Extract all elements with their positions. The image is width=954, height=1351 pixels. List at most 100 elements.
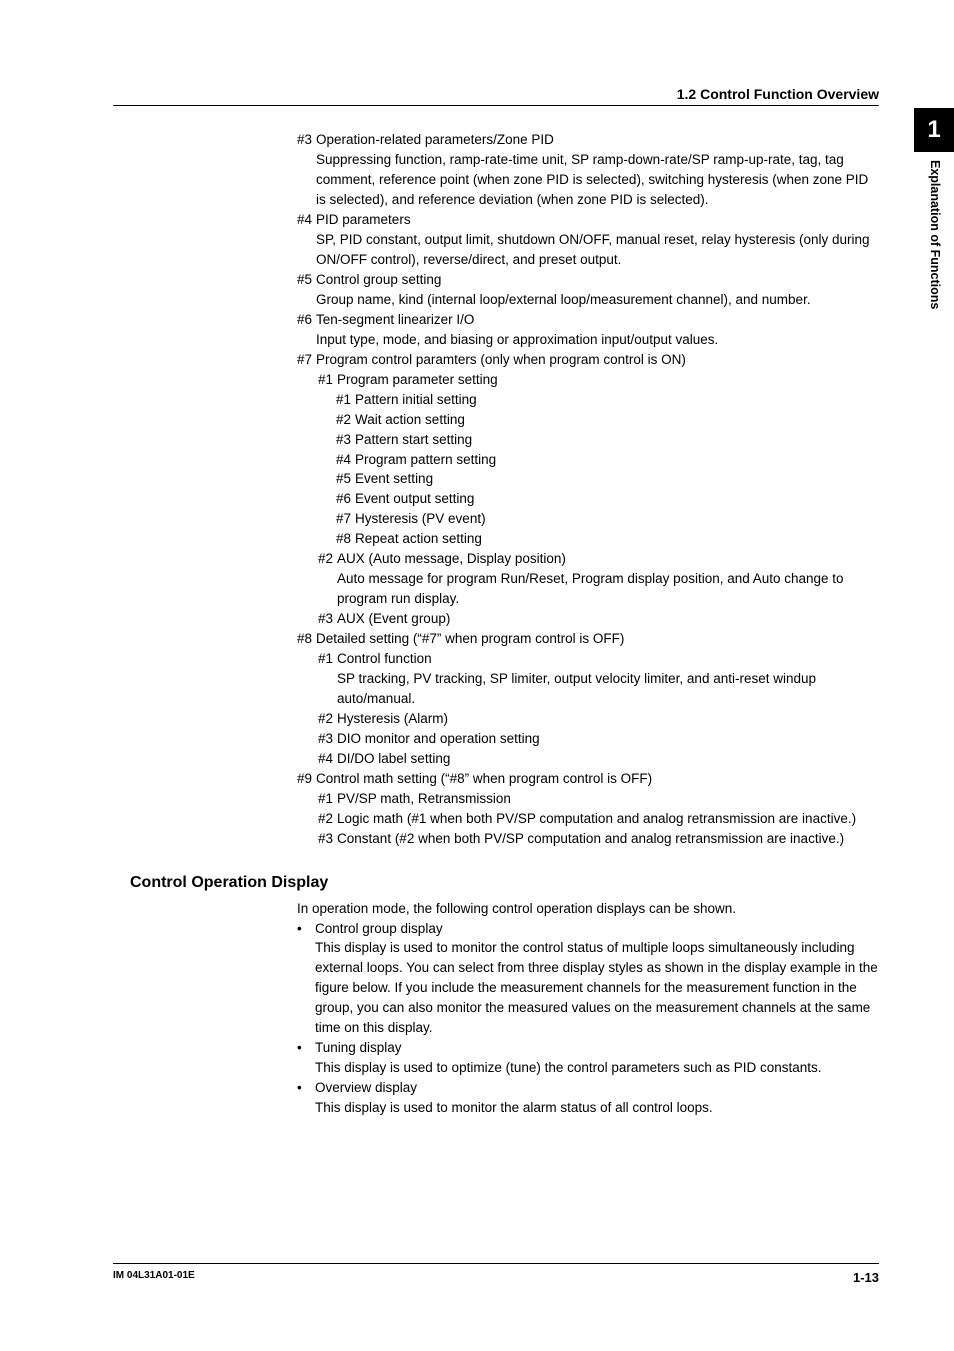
item-desc: Auto message for program Run/Reset, Prog… — [337, 569, 879, 609]
item-num: #4 — [297, 210, 316, 270]
bullet-1: • Control group display — [113, 919, 879, 939]
item-4: #4 PID parameters SP, PID constant, outp… — [113, 210, 879, 270]
item-title: DIO monitor and operation setting — [337, 729, 879, 749]
item-num: #3 — [318, 609, 337, 629]
item-7-1: #1 Program parameter setting — [113, 370, 879, 390]
item-num: #5 — [336, 469, 355, 489]
item-num: #2 — [318, 809, 337, 829]
item-text: Program pattern setting — [355, 450, 879, 470]
item-num: #2 — [318, 549, 337, 609]
page-header: 1.2 Control Function Overview — [113, 86, 879, 106]
page-body: 1.2 Control Function Overview #3 Operati… — [113, 86, 879, 1118]
item-num: #6 — [336, 489, 355, 509]
chapter-tab: 1 — [914, 108, 954, 152]
item-7-2: #2 AUX (Auto message, Display position) … — [113, 549, 879, 609]
item-desc: SP tracking, PV tracking, SP limiter, ou… — [337, 669, 879, 709]
item-7-1-5: #5Event setting — [113, 469, 879, 489]
item-num: #7 — [336, 509, 355, 529]
item-title: Control math setting (“#8” when program … — [316, 769, 879, 789]
item-num: #3 — [318, 829, 337, 849]
bullet-icon: • — [297, 1078, 315, 1098]
item-title: Control function — [337, 649, 879, 669]
item-title: Control group setting — [316, 270, 879, 290]
item-title: Operation-related parameters/Zone PID — [316, 130, 879, 150]
bullet-title: Tuning display — [315, 1038, 879, 1058]
item-7-1-8: #8Repeat action setting — [113, 529, 879, 549]
item-title: PID parameters — [316, 210, 879, 230]
item-num: #6 — [297, 310, 316, 350]
item-num: #1 — [318, 789, 337, 809]
item-title: Hysteresis (Alarm) — [337, 709, 879, 729]
chapter-side-label: Explanation of Functions — [928, 160, 942, 309]
bullet-title: Overview display — [315, 1078, 879, 1098]
item-num: #5 — [297, 270, 316, 310]
item-7-1-1: #1Pattern initial setting — [113, 390, 879, 410]
item-7-1-6: #6Event output setting — [113, 489, 879, 509]
bullet-icon: • — [297, 919, 315, 939]
bullet-2-desc: This display is used to optimize (tune) … — [113, 1058, 879, 1078]
item-text: Pattern start setting — [355, 430, 879, 450]
item-num: #7 — [297, 350, 316, 370]
item-9-2: #2Logic math (#1 when both PV/SP computa… — [113, 809, 879, 829]
item-num: #1 — [318, 370, 337, 390]
item-8: #8 Detailed setting (“#7” when program c… — [113, 629, 879, 649]
item-num: #8 — [297, 629, 316, 649]
bullet-3-desc: This display is used to monitor the alar… — [113, 1098, 879, 1118]
content-area: #3 Operation-related parameters/Zone PID… — [113, 130, 879, 1118]
item-num: #2 — [336, 410, 355, 430]
item-title: Logic math (#1 when both PV/SP computati… — [337, 809, 879, 829]
item-8-4: #4DI/DO label setting — [113, 749, 879, 769]
bullet-1-desc: This display is used to monitor the cont… — [113, 938, 879, 1038]
item-num: #3 — [318, 729, 337, 749]
bullet-icon: • — [297, 1038, 315, 1058]
section-heading: Control Operation Display — [113, 871, 879, 895]
item-num: #8 — [336, 529, 355, 549]
item-9-1: #1PV/SP math, Retransmission — [113, 789, 879, 809]
item-7-1-2: #2Wait action setting — [113, 410, 879, 430]
item-7-3: #3 AUX (Event group) — [113, 609, 879, 629]
section-intro: In operation mode, the following control… — [113, 899, 879, 919]
item-num: #1 — [336, 390, 355, 410]
item-text: Event setting — [355, 469, 879, 489]
item-text: Repeat action setting — [355, 529, 879, 549]
item-title: PV/SP math, Retransmission — [337, 789, 879, 809]
item-text: Event output setting — [355, 489, 879, 509]
item-6: #6 Ten-segment linearizer I/O Input type… — [113, 310, 879, 350]
item-title: Program parameter setting — [337, 370, 879, 390]
item-8-3: #3DIO monitor and operation setting — [113, 729, 879, 749]
item-title: Program control paramters (only when pro… — [316, 350, 879, 370]
item-3: #3 Operation-related parameters/Zone PID… — [113, 130, 879, 210]
item-5: #5 Control group setting Group name, kin… — [113, 270, 879, 310]
item-num: #4 — [318, 749, 337, 769]
item-desc: SP, PID constant, output limit, shutdown… — [316, 230, 879, 270]
item-title: Detailed setting (“#7” when program cont… — [316, 629, 879, 649]
item-num: #2 — [318, 709, 337, 729]
item-num: #3 — [336, 430, 355, 450]
item-title: AUX (Auto message, Display position) — [337, 549, 879, 569]
item-7: #7 Program control paramters (only when … — [113, 350, 879, 370]
item-num: #1 — [318, 649, 337, 709]
item-title: AUX (Event group) — [337, 609, 879, 629]
item-9-3: #3Constant (#2 when both PV/SP computati… — [113, 829, 879, 849]
item-8-2: #2Hysteresis (Alarm) — [113, 709, 879, 729]
item-desc: Input type, mode, and biasing or approxi… — [316, 330, 879, 350]
item-title: Constant (#2 when both PV/SP computation… — [337, 829, 879, 849]
footer-page-number: 1-13 — [853, 1270, 879, 1285]
bullet-3: • Overview display — [113, 1078, 879, 1098]
item-num: #4 — [336, 450, 355, 470]
item-num: #3 — [297, 130, 316, 210]
item-7-1-3: #3Pattern start setting — [113, 430, 879, 450]
item-title: Ten-segment linearizer I/O — [316, 310, 879, 330]
item-desc: Group name, kind (internal loop/external… — [316, 290, 879, 310]
item-9: #9 Control math setting (“#8” when progr… — [113, 769, 879, 789]
item-title: DI/DO label setting — [337, 749, 879, 769]
item-7-1-7: #7Hysteresis (PV event) — [113, 509, 879, 529]
page-footer: IM 04L31A01-01E 1-13 — [113, 1263, 879, 1285]
item-text: Pattern initial setting — [355, 390, 879, 410]
item-num: #9 — [297, 769, 316, 789]
bullet-title: Control group display — [315, 919, 879, 939]
item-text: Wait action setting — [355, 410, 879, 430]
item-7-1-4: #4Program pattern setting — [113, 450, 879, 470]
footer-doc-id: IM 04L31A01-01E — [113, 1270, 195, 1285]
item-desc: Suppressing function, ramp-rate-time uni… — [316, 150, 879, 210]
